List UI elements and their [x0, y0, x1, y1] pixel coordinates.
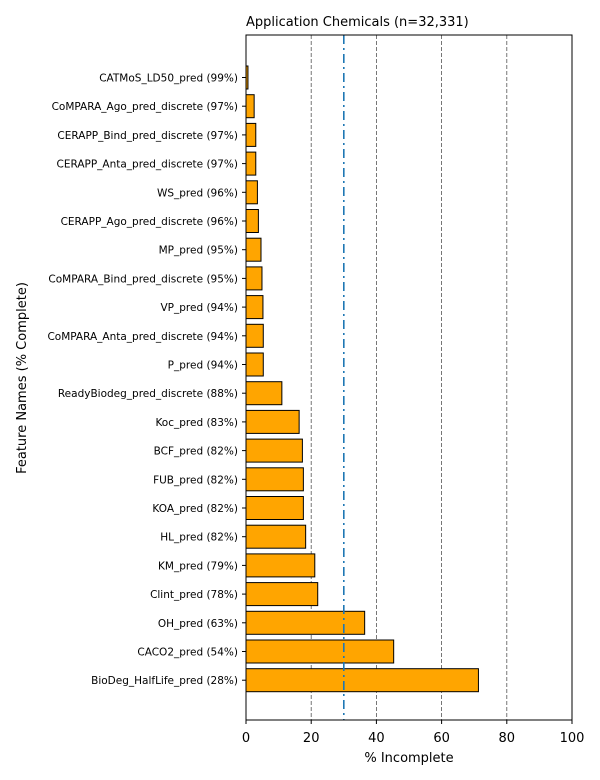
bar [245, 524, 307, 549]
plot-frame [245, 34, 573, 721]
y-tick-label: Koc_pred (83%) [155, 417, 238, 429]
y-tick-label: KM_pred (79%) [158, 560, 238, 572]
y-tick-label: CERAPP_Bind_pred_discrete (97%) [57, 130, 238, 142]
bar [245, 180, 258, 205]
bars [245, 65, 479, 693]
y-axis-ticks: CATMoS_LD50_pred (99%) CoMPARA_Ago_pred_d… [47, 73, 246, 687]
x-axis-label: % Incomplete [364, 751, 453, 766]
bar [245, 610, 366, 635]
x-tick-label: 100 [560, 731, 585, 746]
y-tick-label: CACO2_pred (54%) [137, 647, 238, 659]
bar [245, 409, 300, 434]
bar [245, 323, 264, 348]
x-tick-label: 0 [242, 731, 250, 746]
y-tick-label: CoMPARA_Bind_pred_discrete (95%) [48, 273, 238, 285]
y-tick-label: CoMPARA_Ago_pred_discrete (97%) [52, 101, 238, 113]
y-tick-label: ReadyBiodeg_pred_discrete (88%) [58, 388, 238, 400]
y-tick-label: Clint_pred (78%) [150, 589, 238, 601]
bar [245, 668, 479, 693]
bar [245, 553, 316, 578]
bar [245, 295, 264, 320]
y-tick-label: BCF_pred (82%) [154, 446, 238, 458]
y-tick-label: P_pred (94%) [168, 360, 238, 372]
y-tick-label: VP_pred (94%) [160, 302, 238, 314]
bar [245, 582, 319, 607]
y-tick-label: OH_pred (63%) [158, 618, 238, 630]
x-tick-label: 40 [368, 731, 385, 746]
x-tick-label: 80 [499, 731, 516, 746]
x-axis-ticks: 0 20 40 60 80 100 [242, 720, 585, 746]
bar [245, 151, 257, 176]
y-axis-label: Feature Names (% Complete) [15, 282, 30, 474]
y-tick-label: HL_pred (82%) [160, 532, 238, 544]
bar [245, 266, 263, 291]
bar [245, 122, 257, 147]
bar [245, 467, 304, 492]
bar [245, 94, 255, 119]
y-tick-label: CATMoS_LD50_pred (99%) [99, 73, 238, 85]
y-tick-label: CoMPARA_Anta_pred_discrete (94%) [47, 331, 238, 343]
bar [245, 352, 264, 377]
y-tick-label: BioDeg_HalfLife_pred (28%) [91, 675, 238, 687]
x-tick-label: 60 [433, 731, 450, 746]
y-tick-label: WS_pred (96%) [157, 187, 238, 199]
y-tick-label: MP_pred (95%) [159, 245, 238, 257]
y-tick-label: FUB_pred (82%) [153, 474, 238, 486]
y-tick-label: CERAPP_Ago_pred_discrete (96%) [61, 216, 238, 228]
x-tick-label: 20 [303, 731, 320, 746]
bar [245, 639, 395, 664]
chart-title: Application Chemicals (n=32,331) [246, 15, 469, 30]
y-tick-label: KOA_pred (82%) [152, 503, 238, 515]
bar [245, 381, 283, 406]
bar [245, 438, 303, 463]
y-tick-label: CERAPP_Anta_pred_discrete (97%) [56, 159, 238, 171]
bar [245, 209, 259, 233]
bar [245, 496, 304, 520]
bar [245, 237, 262, 262]
